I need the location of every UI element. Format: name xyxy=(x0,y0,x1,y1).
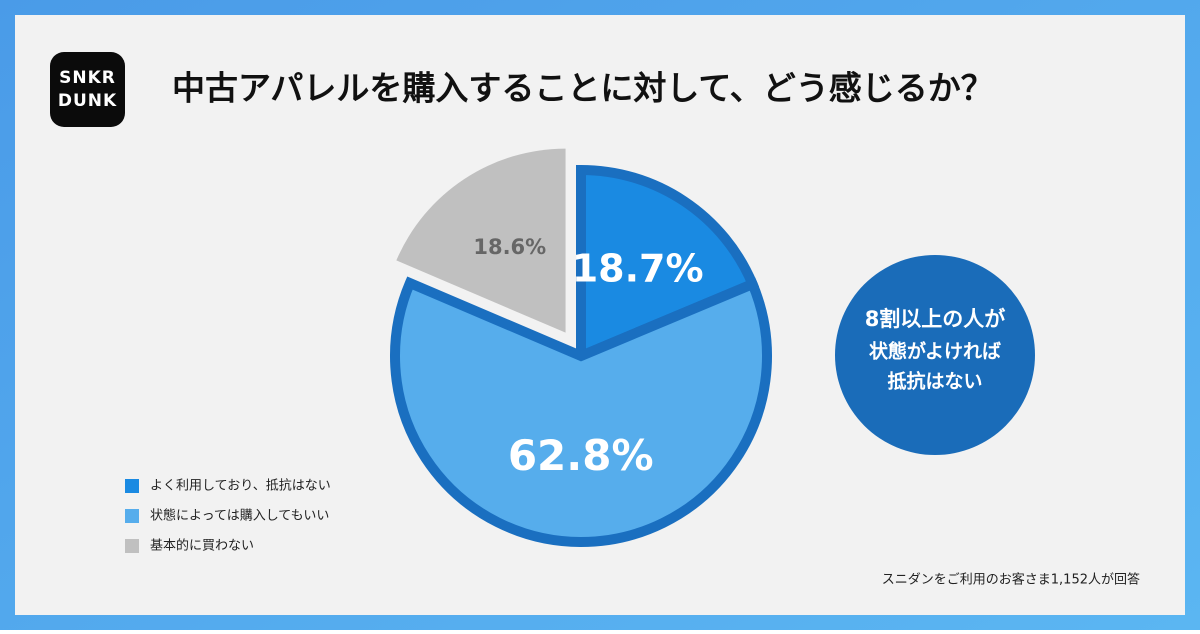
chart-title: 中古アパレルを購入することに対して、どう感じるか？ xyxy=(172,69,994,108)
pie-slice xyxy=(576,164,760,364)
data-label: 18.7% xyxy=(572,246,704,290)
source-note: スニダンをご利用のお客さま1,152人が回答 xyxy=(882,572,1140,588)
callout-text: 8割以上の人が xyxy=(865,307,1006,331)
callout-text: 抵抗はない xyxy=(887,370,982,393)
pie-slice xyxy=(390,276,772,547)
callout-circle xyxy=(835,255,1035,455)
data-label: 18.6% xyxy=(473,235,546,259)
legend-swatch xyxy=(125,509,139,523)
logo-text: SNKR xyxy=(59,68,116,88)
logo xyxy=(50,52,125,127)
pie-slice xyxy=(396,148,566,333)
legend-label: よく利用しており、抵抗はない xyxy=(150,479,331,494)
data-label: 62.8% xyxy=(508,431,654,480)
logo-text: DUNK xyxy=(58,91,117,111)
legend-swatch xyxy=(125,479,139,493)
legend-label: 状態によっては購入してもいい xyxy=(150,508,329,524)
callout-text: 状態がよければ xyxy=(869,340,1001,363)
legend-label: 基本的に買わない xyxy=(150,538,254,554)
legend-swatch xyxy=(125,539,139,553)
